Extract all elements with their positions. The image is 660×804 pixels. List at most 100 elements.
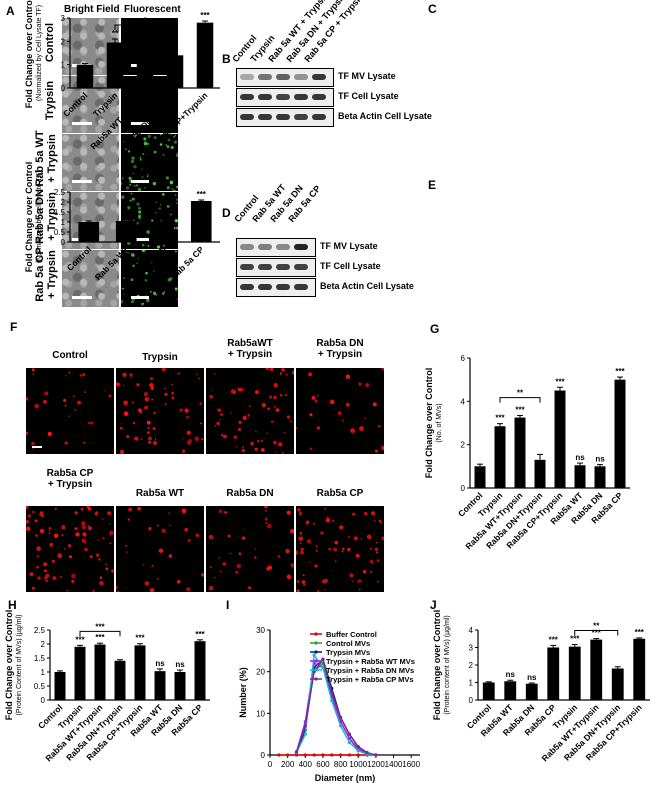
y-tick-label: 3	[469, 644, 474, 653]
category-label: Rab5a DN+Trypsin	[64, 702, 124, 762]
category-label: Rab5a WT+Trypsin	[43, 702, 104, 763]
panelD-row-label: TF MV Lysate	[320, 241, 378, 251]
legend-label: Buffer Control	[326, 630, 377, 639]
data-point	[374, 753, 378, 757]
scale-bar	[131, 64, 149, 67]
y-tick-label: 0	[41, 696, 46, 705]
y-tick-label: 4	[469, 626, 474, 635]
bar	[154, 671, 166, 700]
western-band	[240, 114, 254, 120]
panelB-blot-strip	[236, 88, 334, 107]
category-label: Rab5a DN+Trypsin	[484, 490, 544, 550]
western-band	[258, 284, 272, 290]
x-tick-label: 1400	[385, 760, 403, 769]
category-label: Rab5a WT	[128, 702, 165, 739]
panelA-fluorescent-image	[121, 18, 178, 75]
category-label: Control	[456, 490, 484, 518]
significance-label: ***	[515, 405, 525, 414]
y-tick-label: 1.5	[34, 654, 46, 663]
data-point	[330, 690, 334, 695]
western-band	[240, 264, 254, 270]
significance-label: ***	[555, 377, 565, 386]
western-band	[294, 114, 308, 120]
data-point	[374, 753, 378, 757]
y-tick-label: 0	[461, 484, 466, 493]
panelF-mv-image	[26, 368, 114, 454]
scale-bar	[72, 180, 92, 183]
y-tick-label: 10	[256, 709, 265, 718]
bar	[494, 426, 506, 488]
bar	[134, 645, 146, 700]
bar	[174, 672, 186, 700]
data-point	[312, 661, 316, 665]
bar	[568, 646, 581, 700]
bar	[114, 660, 126, 700]
legend-marker	[314, 641, 318, 645]
data-point	[338, 753, 343, 757]
category-label: Trypsin	[551, 702, 579, 730]
red-microvesicles	[209, 368, 294, 454]
series-line	[295, 657, 377, 756]
panelF-mv-image	[26, 506, 114, 592]
x-axis-label: Diameter (nm)	[315, 773, 376, 783]
category-label: Rab5a CP+Trypsin	[504, 490, 564, 550]
legend-marker	[314, 632, 318, 636]
bar	[574, 465, 586, 488]
panelA-col-header-bf: Bright Field	[64, 4, 120, 15]
data-point	[294, 751, 299, 755]
data-point	[321, 665, 325, 670]
legend-label: Trypsin + Rab5a CP MVs	[326, 675, 414, 684]
data-point	[374, 753, 378, 757]
panel-label-d: D	[222, 206, 231, 220]
legend-label: Trypsin + Rab5a DN MVs	[326, 666, 414, 675]
comparison-bracket	[499, 397, 541, 403]
data-point	[347, 732, 352, 736]
green-puncta	[121, 250, 178, 306]
data-point	[338, 715, 343, 720]
panelF-image-title: Rab5a DN	[226, 488, 274, 499]
category-label: Rab5a DN	[569, 490, 604, 525]
western-band	[276, 284, 290, 290]
scale-bar	[131, 238, 149, 241]
data-point	[356, 749, 360, 753]
panelF-mv-image	[116, 506, 204, 592]
panel-label-j: J	[430, 598, 437, 612]
y-tick-label: 0.5	[34, 682, 46, 691]
panel-label-e: E	[428, 178, 437, 192]
panelB-row-label: Beta Actin Cell Lysate	[338, 111, 432, 121]
y-axis-sublabel: (Normalized by Cell Lysate TF)	[36, 5, 43, 101]
red-microvesicles	[26, 368, 112, 449]
bracket-label: **	[593, 622, 600, 631]
data-point	[374, 753, 378, 757]
panelA-fluorescent-image	[121, 250, 178, 307]
bar	[196, 22, 214, 89]
western-band	[294, 264, 308, 270]
bar	[525, 683, 538, 700]
significance-label: ns	[506, 670, 516, 679]
western-band	[294, 244, 308, 250]
category-label: Control	[36, 702, 64, 730]
data-point	[365, 751, 369, 755]
category-label: Control	[465, 702, 493, 730]
western-band	[258, 94, 272, 100]
data-point	[312, 670, 316, 674]
panelA-brightfield-image	[62, 250, 119, 307]
panel-label-g: G	[430, 322, 440, 336]
category-label: Trypsin	[476, 490, 504, 518]
panelF-image-title: Rab5a CP	[316, 488, 364, 499]
legend-marker	[314, 677, 318, 681]
data-point	[374, 753, 378, 757]
panelA-fluorescent-image	[121, 76, 178, 133]
data-point	[365, 751, 369, 755]
western-band	[312, 74, 326, 80]
significance-label: ***	[570, 635, 580, 644]
significance-label: ***	[592, 629, 602, 638]
data-point	[356, 745, 360, 749]
x-tick-label: 0	[268, 760, 273, 769]
panelB-blot-strip	[236, 108, 334, 127]
panelB-row-label: TF Cell Lysate	[338, 91, 399, 101]
western-band	[258, 114, 272, 120]
significance-label: ns	[175, 660, 185, 669]
series-line	[295, 662, 377, 756]
